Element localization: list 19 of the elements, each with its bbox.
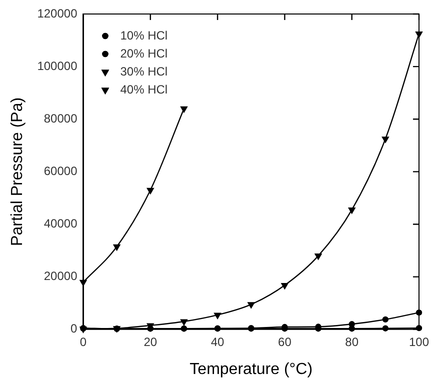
legend-label: 20% HCl: [120, 46, 168, 60]
y-tick-label: 60000: [44, 164, 78, 178]
x-tick-label: 60: [278, 334, 292, 349]
x-tick-label: 80: [345, 334, 359, 349]
x-tick-label: 40: [210, 334, 225, 349]
x-tick-label: 100: [408, 334, 430, 349]
x-axis-title: Temperature (°C): [190, 360, 313, 378]
y-tick-label: 0: [70, 322, 78, 336]
legend-label: 10% HCl: [120, 28, 168, 42]
y-tick-label: 80000: [44, 111, 78, 126]
y-axis-title: Partial Pressure (Pa): [9, 97, 26, 246]
legend-label: 30% HCl: [120, 64, 168, 78]
legend-label: 40% HCl: [120, 82, 168, 96]
y-tick-label: 20000: [44, 269, 78, 284]
x-tick-label: 0: [80, 334, 87, 349]
y-tick-label: 40000: [44, 216, 78, 231]
y-tick-label: 120000: [37, 6, 78, 20]
x-tick-label: 20: [144, 334, 158, 349]
y-tick-label: 100000: [37, 58, 78, 73]
